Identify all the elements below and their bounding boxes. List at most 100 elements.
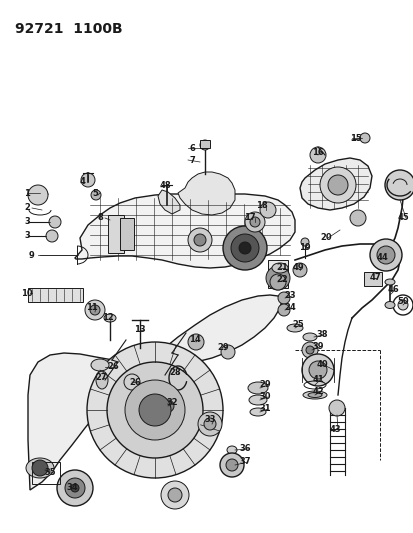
Ellipse shape bbox=[248, 395, 266, 405]
Text: 3: 3 bbox=[24, 217, 30, 227]
Circle shape bbox=[300, 238, 308, 246]
Ellipse shape bbox=[271, 263, 287, 273]
Circle shape bbox=[244, 212, 264, 232]
Circle shape bbox=[328, 400, 344, 416]
Circle shape bbox=[161, 400, 173, 412]
Circle shape bbox=[91, 190, 101, 200]
Circle shape bbox=[301, 342, 317, 358]
Text: 43: 43 bbox=[328, 425, 340, 434]
Text: 6: 6 bbox=[189, 143, 195, 152]
Circle shape bbox=[277, 292, 289, 304]
Text: 46: 46 bbox=[386, 286, 398, 295]
Circle shape bbox=[65, 478, 85, 498]
Text: 33: 33 bbox=[204, 416, 215, 424]
Text: 92721  1100B: 92721 1100B bbox=[15, 22, 122, 36]
Text: 8: 8 bbox=[97, 214, 102, 222]
Text: 36: 36 bbox=[239, 445, 250, 454]
Circle shape bbox=[219, 453, 243, 477]
Circle shape bbox=[124, 374, 140, 390]
Text: 50: 50 bbox=[396, 297, 408, 306]
Text: 20: 20 bbox=[319, 233, 331, 243]
Text: 31: 31 bbox=[259, 405, 270, 414]
Text: 15: 15 bbox=[349, 133, 361, 142]
Text: 29: 29 bbox=[217, 343, 228, 352]
Ellipse shape bbox=[91, 359, 109, 371]
Circle shape bbox=[81, 173, 95, 187]
Ellipse shape bbox=[307, 392, 321, 398]
Bar bbox=[32, 462, 60, 484]
Circle shape bbox=[259, 202, 275, 218]
Text: 2: 2 bbox=[24, 204, 30, 213]
Text: 7: 7 bbox=[189, 156, 195, 165]
Text: 48: 48 bbox=[159, 181, 171, 190]
Bar bbox=[108, 215, 124, 253]
Text: 30: 30 bbox=[259, 392, 270, 401]
Text: 45: 45 bbox=[396, 214, 408, 222]
Circle shape bbox=[305, 346, 313, 354]
Circle shape bbox=[384, 170, 413, 200]
Ellipse shape bbox=[226, 446, 236, 454]
Text: 27: 27 bbox=[95, 374, 107, 383]
Ellipse shape bbox=[384, 302, 394, 309]
Text: 35: 35 bbox=[44, 469, 56, 478]
Circle shape bbox=[199, 140, 209, 150]
Polygon shape bbox=[158, 190, 180, 214]
Ellipse shape bbox=[302, 333, 316, 341]
Circle shape bbox=[349, 210, 365, 226]
Circle shape bbox=[301, 354, 333, 386]
Text: 18: 18 bbox=[256, 200, 267, 209]
Text: 10: 10 bbox=[21, 288, 33, 297]
Text: 42: 42 bbox=[311, 387, 323, 397]
Ellipse shape bbox=[302, 391, 326, 399]
Circle shape bbox=[397, 300, 407, 310]
Circle shape bbox=[327, 175, 347, 195]
Circle shape bbox=[230, 234, 259, 262]
Bar bbox=[267, 260, 287, 288]
Text: 23: 23 bbox=[283, 292, 295, 301]
Text: 40: 40 bbox=[316, 360, 327, 369]
Circle shape bbox=[197, 412, 221, 436]
Polygon shape bbox=[75, 194, 294, 268]
Text: 4: 4 bbox=[80, 176, 86, 185]
Circle shape bbox=[85, 300, 105, 320]
Circle shape bbox=[139, 394, 171, 426]
Ellipse shape bbox=[249, 408, 266, 416]
Text: 16: 16 bbox=[311, 148, 323, 157]
Circle shape bbox=[71, 484, 79, 492]
Circle shape bbox=[87, 342, 223, 478]
Ellipse shape bbox=[247, 382, 267, 394]
Ellipse shape bbox=[26, 458, 54, 478]
Circle shape bbox=[194, 234, 206, 246]
Circle shape bbox=[319, 167, 355, 203]
Text: 3: 3 bbox=[24, 231, 30, 240]
Bar bbox=[120, 218, 134, 250]
Text: 26: 26 bbox=[107, 362, 119, 372]
Text: 37: 37 bbox=[239, 457, 250, 466]
Polygon shape bbox=[299, 158, 371, 210]
Circle shape bbox=[188, 334, 204, 350]
Bar bbox=[28, 288, 83, 302]
Circle shape bbox=[125, 380, 185, 440]
Text: 38: 38 bbox=[316, 330, 327, 340]
Text: 12: 12 bbox=[102, 313, 114, 322]
Text: 22: 22 bbox=[275, 276, 287, 285]
Bar bbox=[363, 272, 381, 286]
Circle shape bbox=[225, 459, 237, 471]
Circle shape bbox=[57, 470, 93, 506]
Circle shape bbox=[204, 418, 216, 430]
Circle shape bbox=[266, 266, 289, 290]
Circle shape bbox=[221, 345, 235, 359]
Circle shape bbox=[238, 242, 250, 254]
Circle shape bbox=[292, 263, 306, 277]
Polygon shape bbox=[178, 172, 235, 215]
Text: 25: 25 bbox=[292, 320, 303, 329]
Text: 41: 41 bbox=[311, 376, 323, 384]
Circle shape bbox=[28, 185, 48, 205]
Circle shape bbox=[309, 147, 325, 163]
Circle shape bbox=[223, 226, 266, 270]
Circle shape bbox=[277, 304, 289, 316]
Text: 14: 14 bbox=[189, 335, 200, 344]
Text: 5: 5 bbox=[92, 189, 98, 198]
Circle shape bbox=[308, 361, 326, 379]
Circle shape bbox=[369, 239, 401, 271]
